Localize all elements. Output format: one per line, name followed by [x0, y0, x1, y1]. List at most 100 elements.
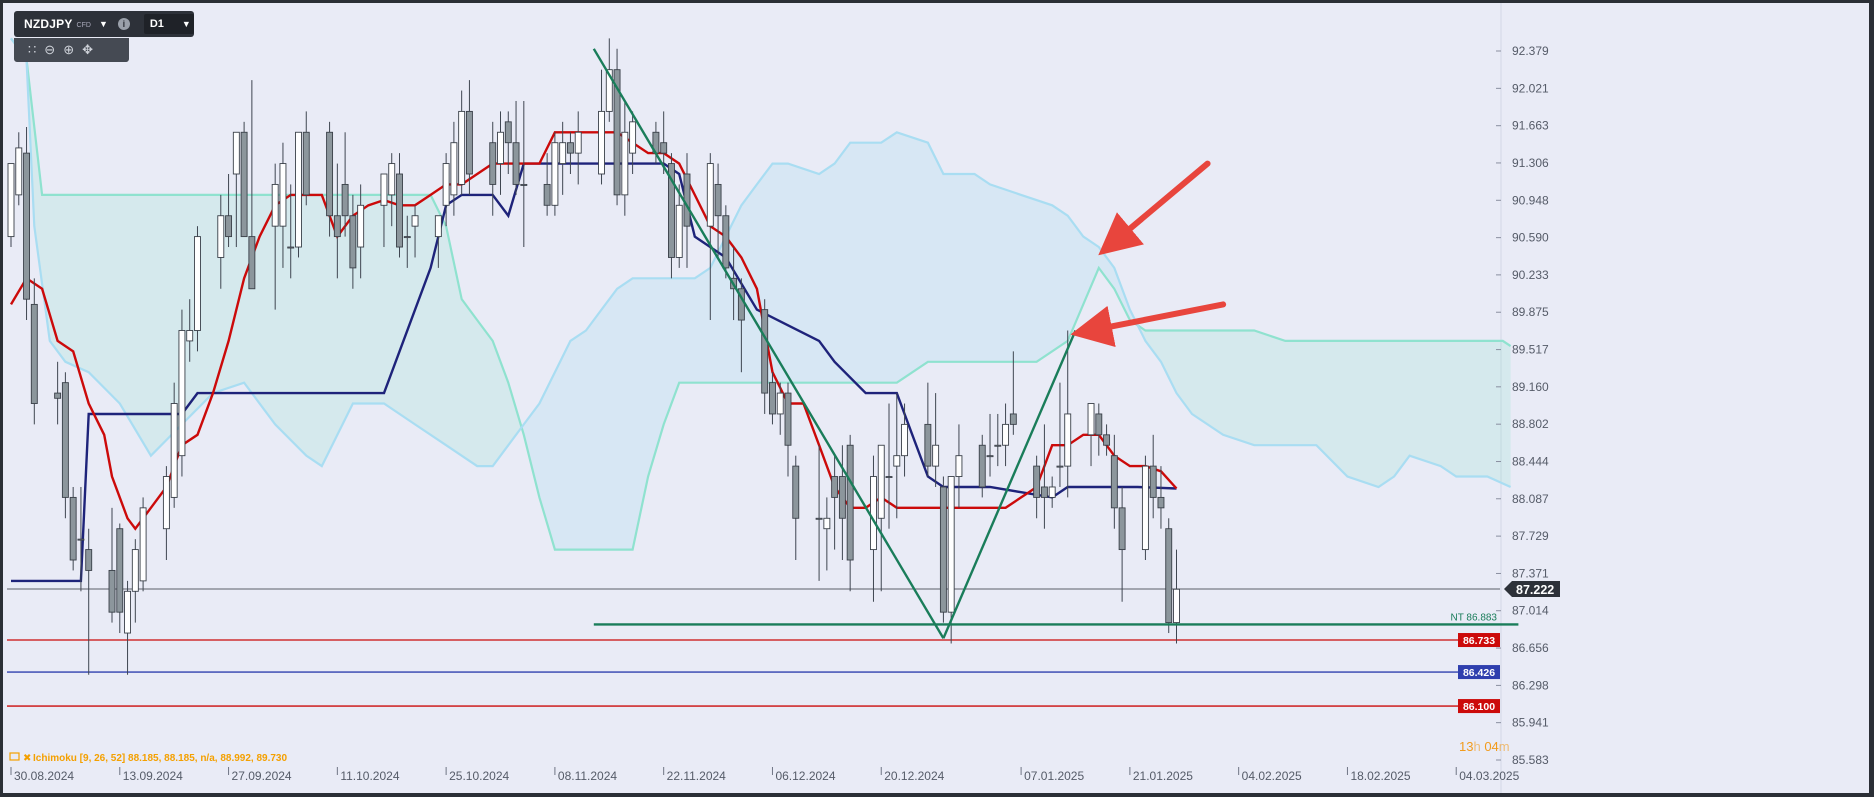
candle-body: [924, 423, 932, 467]
candle: [458, 90, 466, 195]
ichimoku-chart[interactable]: 92.379 92.021 91.663 91.306 90.948 90.590 90.2…: [3, 3, 1869, 793]
candle-body: [551, 142, 559, 206]
candle: [668, 153, 675, 279]
candle: [450, 121, 458, 216]
y-tick-label: 88.802: [1512, 417, 1549, 431]
x-tick-label: 22.11.2024: [667, 769, 726, 783]
x-tick-label: 21.01.2025: [1133, 769, 1193, 783]
candle: [776, 382, 784, 435]
y-tick-label: 89.160: [1512, 380, 1549, 394]
symbol-name[interactable]: NZDJPY: [24, 17, 73, 31]
candle-body: [1141, 465, 1149, 551]
candle: [574, 111, 582, 185]
x-tick-label: 06.12.2024: [775, 769, 835, 783]
candle-body: [722, 215, 730, 269]
candle: [613, 48, 621, 206]
kumo-cloud: [521, 132, 1138, 550]
candle: [30, 278, 38, 425]
candle-body: [403, 236, 411, 239]
candle-body: [870, 476, 877, 551]
candle-body: [23, 152, 30, 300]
y-tick-label: 91.306: [1512, 156, 1549, 170]
candle: [932, 393, 940, 487]
candle-body: [823, 517, 831, 530]
info-icon[interactable]: i: [117, 18, 130, 30]
candle: [761, 299, 769, 414]
candle: [326, 121, 334, 237]
candle-body: [341, 183, 349, 217]
candle: [131, 539, 139, 623]
candle-body: [947, 476, 955, 613]
candle: [357, 184, 365, 279]
candle: [232, 131, 240, 248]
candle: [23, 127, 30, 321]
candle-body: [442, 163, 450, 206]
chevron-down-icon[interactable]: ▼: [98, 19, 108, 29]
candle-body: [1033, 465, 1041, 498]
y-tick-label: 90.948: [1512, 193, 1549, 207]
candle-body: [465, 110, 473, 175]
candle-body: [388, 163, 396, 196]
candle-body: [776, 392, 784, 415]
pattern-line-w-leg-1: [592, 48, 945, 639]
candle: [838, 445, 846, 561]
candle: [194, 226, 201, 352]
senkou-span-b: [10, 37, 1512, 489]
candle: [271, 163, 279, 310]
candle-body: [660, 142, 668, 154]
candle: [559, 121, 567, 195]
candle-body: [15, 147, 23, 196]
candle: [714, 163, 722, 258]
indicators-icon[interactable]: ∷: [28, 42, 37, 57]
candle-body: [326, 131, 334, 217]
y-tick-label: 92.021: [1512, 81, 1549, 95]
candle: [1056, 382, 1064, 487]
x-tick-label: 27.09.2024: [232, 769, 292, 783]
bar-countdown: 13h 04m: [1459, 739, 1510, 754]
candle-body: [831, 476, 839, 498]
chart-frame: 92.379 92.021 91.663 91.306 90.948 90.590 90.2…: [3, 3, 1869, 793]
candle-body: [792, 465, 800, 519]
candle-body: [61, 382, 69, 498]
level-badge: [1458, 633, 1500, 648]
candle: [955, 424, 963, 508]
level-badge: [1458, 699, 1500, 714]
x-tick-label: 07.01.2025: [1024, 769, 1084, 783]
y-tick-label: 87.729: [1512, 529, 1549, 543]
candle: [178, 309, 186, 477]
crosshair-icon[interactable]: ✥: [82, 42, 93, 57]
candle-body: [1056, 465, 1064, 468]
countdown-minutes: 04: [1484, 739, 1498, 754]
x-tick-label: 04.03.2025: [1459, 769, 1519, 783]
candle-body: [396, 173, 403, 248]
x-tick-label: 18.02.2025: [1350, 769, 1410, 783]
candle: [1141, 455, 1149, 561]
y-tick-label: 88.444: [1512, 455, 1549, 469]
candle: [295, 131, 302, 258]
candle: [287, 184, 295, 279]
candle: [396, 153, 403, 258]
candle-body: [714, 183, 722, 217]
candle-body: [7, 163, 15, 238]
candle-body: [877, 444, 885, 519]
countdown-m-unit: m: [1499, 739, 1510, 754]
zoom-out-icon[interactable]: ⊖: [44, 42, 56, 57]
candle-body: [932, 444, 940, 467]
kumo-cloud: [1137, 325, 1511, 487]
timeframe-select[interactable]: D1 ▼: [143, 14, 194, 34]
candle: [520, 100, 528, 248]
zoom-in-icon[interactable]: ⊕: [63, 42, 75, 57]
countdown-h-unit: h: [1473, 739, 1484, 754]
candle-body: [450, 142, 458, 196]
candle-body: [613, 69, 621, 196]
candle-body: [497, 131, 504, 165]
y-tick-label: 91.663: [1512, 119, 1549, 133]
candle-body: [605, 69, 613, 112]
candle: [240, 121, 248, 238]
x-tick-label: 08.11.2024: [558, 769, 617, 783]
candle: [939, 476, 947, 623]
candle-body: [302, 131, 310, 196]
candle-body: [706, 163, 714, 227]
candle: [978, 434, 986, 498]
y-tick-label: 86.298: [1512, 678, 1549, 692]
